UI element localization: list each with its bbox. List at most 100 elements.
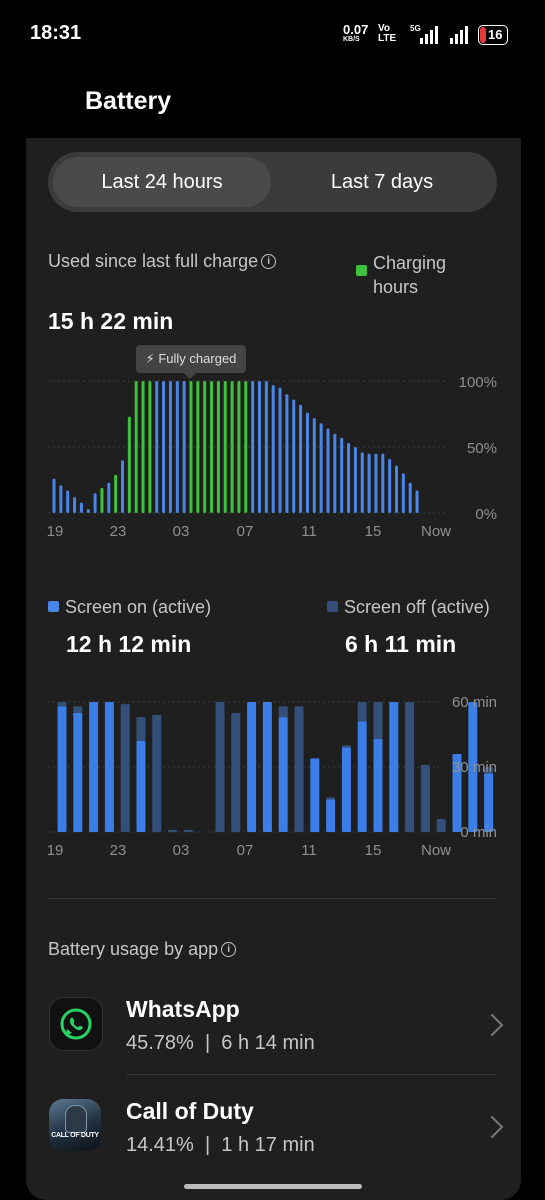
charging-legend-dot bbox=[356, 265, 367, 276]
network-type: 5G bbox=[410, 24, 421, 33]
screen-on-bar bbox=[89, 702, 99, 832]
x-tick-label: 03 bbox=[173, 523, 190, 540]
battery-bar bbox=[367, 453, 371, 513]
battery-bar bbox=[326, 428, 330, 513]
screen-off-bar bbox=[57, 702, 67, 707]
battery-bar bbox=[299, 404, 303, 513]
screen-off-bar bbox=[183, 829, 193, 832]
battery-bar bbox=[381, 453, 385, 513]
info-icon[interactable]: i bbox=[221, 942, 237, 957]
y-tick-label: 0% bbox=[475, 506, 497, 523]
page-title: Battery bbox=[85, 87, 172, 115]
app-row-whatsapp[interactable]: WhatsApp 45.78% | 6 h 14 min bbox=[48, 975, 504, 1075]
divider bbox=[126, 1074, 497, 1075]
x-tick-label: 03 bbox=[173, 842, 190, 859]
whatsapp-icon bbox=[49, 997, 103, 1051]
battery-bar bbox=[73, 497, 77, 513]
usage-value: 15 h 22 min bbox=[48, 308, 174, 334]
battery-bar bbox=[415, 490, 419, 513]
screen-on-label: Screen on (active) bbox=[65, 597, 212, 617]
y-tick-label: 100% bbox=[459, 374, 497, 391]
battery-bar bbox=[196, 381, 200, 513]
home-indicator[interactable] bbox=[184, 1184, 362, 1189]
battery-bar bbox=[285, 394, 289, 513]
screen-on-bar bbox=[373, 738, 383, 832]
screen-off-bar bbox=[152, 715, 162, 832]
battery-bar bbox=[292, 399, 296, 513]
screen-off-bar bbox=[294, 706, 304, 832]
battery-bar bbox=[93, 493, 97, 513]
screen-on-legend-dot bbox=[48, 601, 59, 612]
screen-on-bar bbox=[247, 702, 257, 832]
battery-bar bbox=[340, 437, 344, 513]
battery-bar bbox=[59, 485, 63, 513]
fully-charged-tooltip: ⚡ Fully charged bbox=[136, 345, 246, 379]
x-tick-label: 23 bbox=[110, 842, 127, 859]
screen-on-bar bbox=[136, 741, 146, 832]
battery-bar bbox=[162, 381, 166, 513]
app-usage-stats: 45.78% | 6 h 14 min bbox=[126, 1032, 315, 1054]
x-tick-label: 19 bbox=[47, 842, 64, 859]
charging-legend-label: Charging hours bbox=[373, 253, 447, 297]
screen-off-bar bbox=[215, 702, 225, 832]
battery-bar bbox=[223, 381, 227, 513]
screen-on-bar bbox=[73, 712, 83, 832]
screen-on-bar bbox=[262, 702, 272, 832]
battery-bar bbox=[216, 381, 220, 513]
battery-icon: 16 bbox=[478, 25, 508, 45]
screen-on-bar bbox=[278, 717, 288, 832]
battery-bar bbox=[319, 423, 323, 513]
y-tick-label: 0 min bbox=[460, 824, 497, 841]
screen-on-bar bbox=[341, 747, 351, 832]
info-icon[interactable]: i bbox=[261, 254, 277, 269]
battery-bar bbox=[189, 381, 193, 513]
app-usage-header: Battery usage by app i bbox=[48, 939, 237, 960]
battery-bar bbox=[155, 381, 159, 513]
battery-bar bbox=[353, 447, 357, 513]
screen-off-bar bbox=[326, 797, 336, 800]
divider bbox=[48, 898, 497, 899]
battery-level-chart: 100% 50% 0% 19 23 03 07 11 15 Now bbox=[47, 374, 497, 540]
x-tick-label: 19 bbox=[47, 523, 64, 540]
battery-bar bbox=[107, 482, 111, 513]
screen-on-bar bbox=[310, 758, 320, 832]
screen-off-bar bbox=[373, 702, 383, 739]
volte-indicator: Vo LTE bbox=[378, 23, 397, 44]
battery-bar bbox=[134, 381, 138, 513]
battery-bar bbox=[182, 381, 186, 513]
screen-off-bar bbox=[436, 819, 446, 832]
x-tick-label: 15 bbox=[365, 842, 382, 859]
screen-off-value: 6 h 11 min bbox=[345, 631, 457, 657]
signal-icon bbox=[420, 26, 438, 44]
battery-bar bbox=[388, 458, 392, 513]
screen-off-bar bbox=[484, 767, 494, 774]
status-bar: 18:31 0.07 KB/S Vo LTE 5G 16 bbox=[0, 0, 545, 70]
y-tick-label: 30 min bbox=[452, 759, 497, 776]
battery-bar bbox=[79, 502, 83, 513]
battery-bar bbox=[374, 453, 378, 513]
screen-off-bar bbox=[168, 829, 178, 832]
screen-on-bar bbox=[484, 773, 494, 832]
screen-off-bar bbox=[136, 717, 146, 741]
battery-bar bbox=[251, 381, 255, 513]
battery-bar bbox=[66, 490, 70, 513]
battery-bar bbox=[333, 433, 337, 513]
screen-off-bar bbox=[357, 702, 367, 722]
battery-bar bbox=[203, 381, 207, 513]
tab-last-7-days[interactable]: Last 7 days bbox=[330, 171, 434, 193]
battery-bar bbox=[347, 443, 351, 513]
screen-off-bar bbox=[420, 764, 430, 832]
app-row-call-of-duty[interactable]: CALL OF DUTY Call of Duty 14.41% | 1 h 1… bbox=[48, 1075, 504, 1175]
x-tick-label: Now bbox=[421, 842, 451, 859]
screen-on-value: 12 h 12 min bbox=[66, 631, 192, 657]
y-tick-label: 60 min bbox=[452, 694, 497, 711]
screen-off-bar bbox=[278, 706, 288, 718]
screen-on-bar bbox=[104, 702, 114, 832]
battery-bar bbox=[121, 460, 124, 513]
battery-bar bbox=[148, 381, 152, 513]
app-name: Call of Duty bbox=[126, 1098, 254, 1124]
tab-last-24-hours[interactable]: Last 24 hours bbox=[53, 157, 271, 207]
x-tick-label: 07 bbox=[237, 523, 254, 540]
battery-bar bbox=[264, 381, 268, 513]
screen-off-bar bbox=[405, 702, 415, 832]
